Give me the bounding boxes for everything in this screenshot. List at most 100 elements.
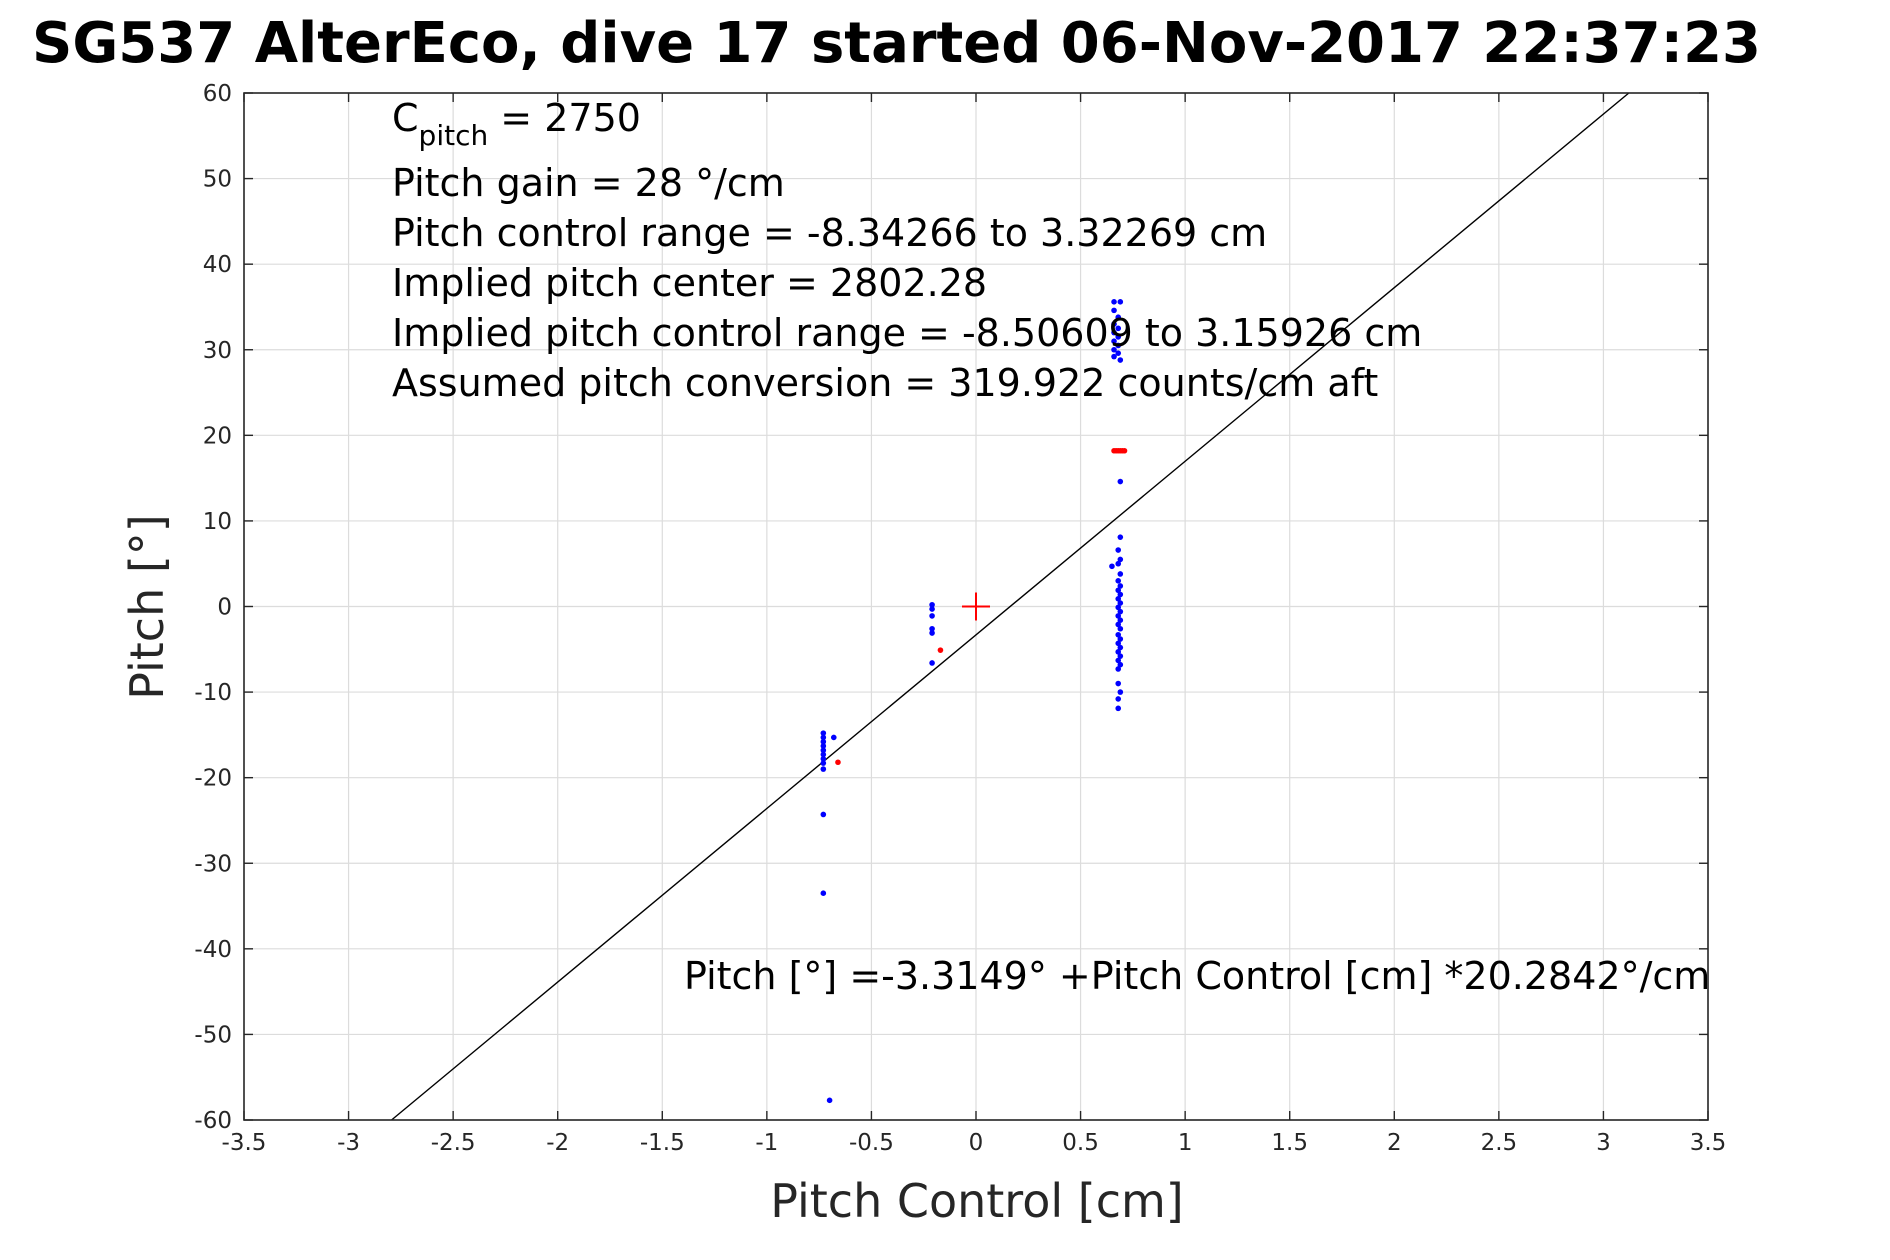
data-point	[826, 1097, 833, 1104]
grid-lines	[243, 92, 1709, 1121]
data-point	[1117, 625, 1124, 632]
data-point	[1115, 342, 1122, 349]
data-point	[1115, 640, 1122, 647]
data-point	[1117, 299, 1124, 305]
fit-line	[391, 92, 1630, 1121]
parameter-line: Implied pitch center = 2802.28	[392, 261, 987, 305]
data-point	[1109, 563, 1115, 570]
data-point	[1117, 636, 1124, 642]
x-tick-label: -1.5	[640, 1130, 685, 1156]
y-tick-label: -10	[194, 680, 232, 706]
data-point	[1115, 680, 1122, 687]
center-marker-layer	[962, 592, 990, 621]
data-point	[830, 734, 837, 741]
y-tick-label: -40	[194, 937, 232, 963]
data-point	[820, 756, 827, 762]
x-tick-label: 0.5	[1062, 1130, 1099, 1156]
data-point	[1115, 325, 1122, 332]
data-point	[1117, 617, 1124, 623]
data-point	[1117, 591, 1124, 598]
data-point	[1115, 631, 1122, 638]
data-point	[820, 811, 827, 818]
data-point	[820, 751, 827, 758]
x-tick-label: 2.5	[1481, 1130, 1518, 1156]
axis-ticks: -3.5 -3 -2.5 -2 -1.5 -1 -0.5 0 0.5 1 1.5 2 2.5 3 3.5 -6…	[194, 81, 1726, 1156]
data-point	[1117, 534, 1124, 540]
data-point	[1111, 299, 1117, 305]
y-tick-label: 20	[203, 423, 232, 449]
x-tick-label: -0.5	[849, 1130, 894, 1156]
y-tick-label: -20	[194, 766, 232, 792]
parameter-line: Assumed pitch conversion = 319.922 count…	[392, 361, 1378, 405]
data-point	[1117, 478, 1124, 485]
data-point	[929, 601, 935, 608]
data-point	[1115, 350, 1122, 356]
data-point	[1115, 587, 1122, 594]
data-point	[1115, 314, 1122, 321]
data-point	[1117, 571, 1124, 577]
data-point	[1117, 556, 1124, 563]
data-point	[1115, 649, 1122, 655]
x-tick-label: 1	[1178, 1130, 1193, 1156]
c-pitch-value: = 2750	[488, 96, 641, 140]
y-tick-label: 50	[203, 167, 232, 193]
data-point	[1115, 696, 1122, 702]
data-point	[820, 760, 827, 766]
data-point	[1115, 705, 1122, 712]
y-tick-label: -30	[194, 851, 232, 877]
x-tick-label: 1.5	[1271, 1130, 1308, 1156]
data-point	[929, 625, 935, 632]
data-point	[820, 766, 827, 772]
data-point	[1117, 357, 1124, 363]
x-tick-label: 3	[1596, 1130, 1611, 1156]
parameter-annotations: Pitch gain = 28 °/cm Pitch control range …	[392, 161, 1422, 405]
x-tick-label: 3.5	[1690, 1130, 1727, 1156]
data-point	[1117, 600, 1124, 606]
data-point	[1115, 657, 1122, 664]
c-pitch-annotation: Cpitch = 2750	[392, 96, 641, 152]
data-point	[1115, 621, 1122, 628]
y-tick-label: -50	[194, 1022, 232, 1048]
data-point	[929, 606, 935, 612]
data-point	[1115, 604, 1122, 611]
x-tick-label: -2	[546, 1130, 569, 1156]
data-point	[937, 647, 944, 653]
data-point	[1111, 329, 1117, 336]
parameter-line: Implied pitch control range = -8.50609 t…	[392, 311, 1422, 355]
data-point	[1111, 346, 1117, 353]
data-point	[1117, 644, 1124, 651]
y-axis-label: Pitch [°]	[120, 514, 174, 700]
data-point	[820, 738, 827, 745]
data-point	[820, 890, 827, 897]
parameter-line: Pitch gain = 28 °/cm	[392, 161, 785, 205]
data-point	[1115, 613, 1122, 619]
data-point	[1115, 547, 1122, 553]
data-point	[820, 747, 827, 754]
data-point	[1111, 307, 1117, 314]
data-point	[929, 630, 935, 636]
data-point	[929, 660, 935, 666]
data-point	[820, 743, 827, 749]
chart-title: SG537 AlterEco, dive 17 started 06-Nov-2…	[32, 11, 1761, 76]
data-point	[1115, 666, 1122, 672]
data-point	[1117, 653, 1124, 659]
x-tick-label: -2.5	[431, 1130, 476, 1156]
data-point	[1111, 338, 1117, 344]
data-point	[1115, 595, 1122, 602]
x-tick-label: 0	[969, 1130, 984, 1156]
y-tick-label: 10	[203, 509, 232, 535]
x-tick-label: -3	[337, 1130, 360, 1156]
y-tick-label: 0	[217, 595, 232, 621]
data-point	[1117, 608, 1124, 615]
x-tick-label: 2	[1387, 1130, 1402, 1156]
data-point	[1115, 578, 1122, 584]
y-tick-label: 40	[203, 252, 232, 278]
data-point	[1111, 353, 1117, 360]
data-point	[835, 759, 841, 766]
c-pitch-main: C	[392, 96, 419, 140]
data-point	[1121, 447, 1128, 454]
x-tick-label: -3.5	[222, 1130, 267, 1156]
data-point	[1111, 321, 1117, 327]
data-points	[820, 299, 1128, 1104]
